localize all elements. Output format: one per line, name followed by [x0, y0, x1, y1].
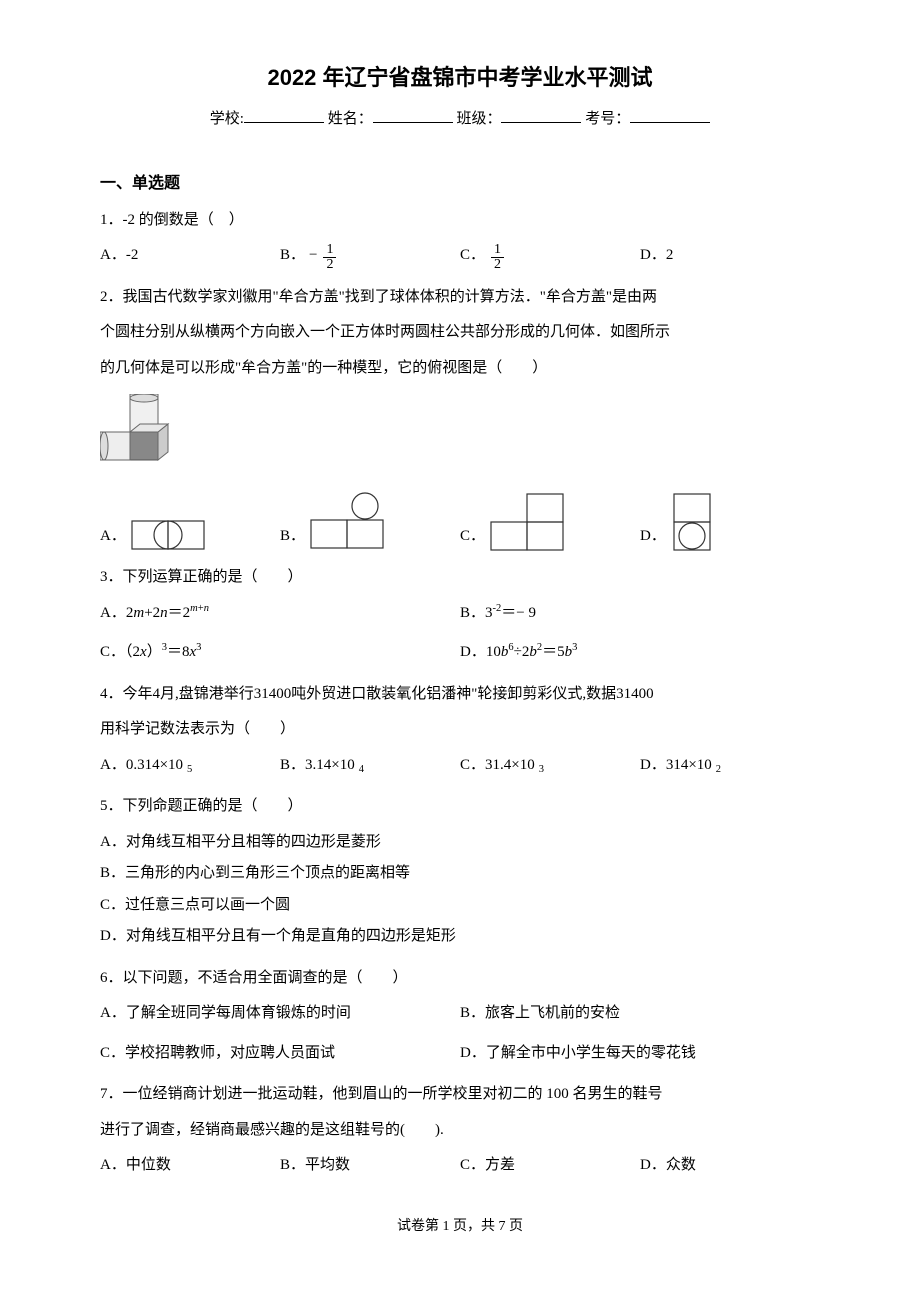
label-name: 姓名：: [328, 111, 373, 127]
q1-a-label: A．-2: [100, 240, 138, 272]
q1-c-fraction: 1 2: [491, 243, 504, 272]
student-info-row: 学校: 姓名： 班级： 考号：: [100, 107, 820, 131]
q7-options: A．中位数 B．平均数 C．方差 D．众数: [100, 1150, 820, 1182]
label-class: 班级：: [456, 111, 501, 127]
q4-line1: 4．今年4月,盘锦港举行31400吨外贸进口散装氧化铝潘神"轮接卸剪彩仪式,数据…: [100, 679, 820, 711]
question-6: 6．以下问题，不适合用全面调查的是（ ） A．了解全班同学每周体育锻炼的时间 B…: [100, 963, 820, 1070]
q4-line2: 用科学记数法表示为（ ）: [100, 714, 820, 746]
q2-options: A． B． C． D．: [100, 492, 820, 552]
q2-a-icon: [130, 507, 210, 552]
q4-opt-c: C．31.4×103: [460, 750, 640, 782]
question-5: 5．下列命题正确的是（ ） A．对角线互相平分且相等的四边形是菱形 B．三角形的…: [100, 791, 820, 953]
q1-text: 1．-2 的倒数是（ ）: [100, 205, 820, 237]
q2-opt-d: D．: [640, 492, 820, 552]
q2-a-label: A．: [100, 521, 126, 553]
q1-options: A．-2 B． − 1 2 C． 1 2 D．2: [100, 240, 820, 272]
q6-text: 6．以下问题，不适合用全面调查的是（ ）: [100, 963, 820, 995]
q1-b-prefix: B．: [280, 240, 305, 272]
q1-b-fraction: 1 2: [323, 243, 336, 272]
q1-opt-d: D．2: [640, 240, 820, 272]
q1-b-den: 2: [323, 258, 336, 272]
blank-id: [630, 108, 710, 123]
q3-text: 3．下列运算正确的是（ ）: [100, 562, 820, 594]
q4-opt-d: D．314×102: [640, 750, 820, 782]
q3-opt-c: C．（2x）3＝8x3: [100, 637, 460, 669]
q4-opt-a: A．0.314×105: [100, 750, 280, 782]
q5-opt-a: A．对角线互相平分且相等的四边形是菱形: [100, 827, 820, 859]
question-1: 1．-2 的倒数是（ ） A．-2 B． − 1 2 C． 1 2 D．2: [100, 205, 820, 272]
blank-school: [244, 108, 324, 123]
q2-opt-c: C．: [460, 492, 640, 552]
q7-opt-d: D．众数: [640, 1150, 820, 1182]
question-2: 2．我国古代数学家刘徽用"牟合方盖"找到了球体体积的计算方法．"牟合方盖"是由两…: [100, 282, 820, 553]
q3-opt-b: B．3-2＝− 9: [460, 598, 820, 630]
q1-opt-a: A．-2: [100, 240, 280, 272]
q6-options: A．了解全班同学每周体育锻炼的时间 B．旅客上飞机前的安检 C．学校招聘教师，对…: [100, 998, 820, 1069]
q3-options: A．2m+2n＝2m+n B．3-2＝− 9 C．（2x）3＝8x3 D．10b…: [100, 598, 820, 669]
q5-opt-b: B．三角形的内心到三角形三个顶点的距离相等: [100, 858, 820, 890]
question-3: 3．下列运算正确的是（ ） A．2m+2n＝2m+n B．3-2＝− 9 C．（…: [100, 562, 820, 669]
blank-name: [373, 108, 453, 123]
q4-options: A．0.314×105 B．3.14×104 C．31.4×103 D．314×…: [100, 750, 820, 782]
q2-opt-b: B．: [280, 492, 460, 552]
q7-line1: 7．一位经销商计划进一批运动鞋，他到眉山的一所学校里对初二的 100 名男生的鞋…: [100, 1079, 820, 1111]
q5-opt-c: C．过任意三点可以画一个圆: [100, 890, 820, 922]
q2-opt-a: A．: [100, 507, 280, 552]
blank-class: [501, 108, 581, 123]
q6-opt-d: D．了解全市中小学生每天的零花钱: [460, 1038, 820, 1070]
q1-c-num: 1: [491, 243, 504, 258]
q3-opt-d: D．10b6÷2b2＝5b3: [460, 637, 820, 669]
q2-figure-3d: [100, 394, 820, 474]
q1-b-neg: −: [309, 240, 317, 272]
q2-d-label: D．: [640, 521, 666, 553]
q7-opt-b: B．平均数: [280, 1150, 460, 1182]
label-school: 学校:: [210, 111, 244, 127]
section-heading-1: 一、单选题: [100, 171, 820, 197]
q6-opt-a: A．了解全班同学每周体育锻炼的时间: [100, 998, 460, 1030]
q6-opt-c: C．学校招聘教师，对应聘人员面试: [100, 1038, 460, 1070]
q3-opt-a: A．2m+2n＝2m+n: [100, 598, 460, 630]
q1-c-prefix: C．: [460, 240, 485, 272]
q2-b-icon: [309, 492, 389, 552]
q2-c-label: C．: [460, 521, 485, 553]
q1-d-label: D．2: [640, 240, 673, 272]
page-title: 2022 年辽宁省盘锦市中考学业水平测试: [100, 60, 820, 95]
q7-opt-c: C．方差: [460, 1150, 640, 1182]
q2-b-label: B．: [280, 521, 305, 553]
label-id: 考号：: [585, 111, 630, 127]
page-footer: 试卷第 1 页，共 7 页: [100, 1216, 820, 1238]
q5-opt-d: D．对角线互相平分且有一个角是直角的四边形是矩形: [100, 921, 820, 953]
q2-line3: 的几何体是可以形成"牟合方盖"的一种模型，它的俯视图是（ ）: [100, 353, 820, 385]
q1-opt-c: C． 1 2: [460, 240, 640, 272]
q2-line2: 个圆柱分别从纵横两个方向嵌入一个正方体时两圆柱公共部分形成的几何体．如图所示: [100, 317, 820, 349]
q2-line1: 2．我国古代数学家刘徽用"牟合方盖"找到了球体体积的计算方法．"牟合方盖"是由两: [100, 282, 820, 314]
q1-c-den: 2: [491, 258, 504, 272]
q7-opt-a: A．中位数: [100, 1150, 280, 1182]
question-4: 4．今年4月,盘锦港举行31400吨外贸进口散装氧化铝潘神"轮接卸剪彩仪式,数据…: [100, 679, 820, 782]
q6-opt-b: B．旅客上飞机前的安检: [460, 998, 820, 1030]
q7-line2: 进行了调查，经销商最感兴趣的是这组鞋号的( ).: [100, 1115, 820, 1147]
q1-b-num: 1: [323, 243, 336, 258]
question-7: 7．一位经销商计划进一批运动鞋，他到眉山的一所学校里对初二的 100 名男生的鞋…: [100, 1079, 820, 1182]
q5-text: 5．下列命题正确的是（ ）: [100, 791, 820, 823]
q4-opt-b: B．3.14×104: [280, 750, 460, 782]
q2-d-icon: [670, 492, 715, 552]
q2-c-icon: [489, 492, 569, 552]
q1-opt-b: B． − 1 2: [280, 240, 460, 272]
mouhe-3d-icon: [100, 394, 190, 474]
